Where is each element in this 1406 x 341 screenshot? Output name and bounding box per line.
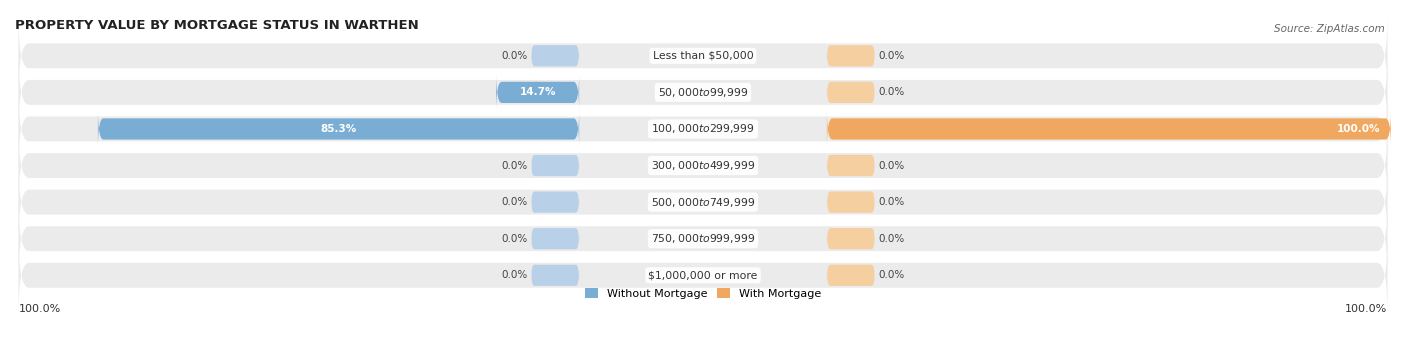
Text: Source: ZipAtlas.com: Source: ZipAtlas.com (1274, 24, 1385, 34)
Text: $300,000 to $499,999: $300,000 to $499,999 (651, 159, 755, 172)
FancyBboxPatch shape (531, 155, 579, 176)
FancyBboxPatch shape (827, 110, 1391, 148)
FancyBboxPatch shape (18, 160, 1388, 244)
Text: 0.0%: 0.0% (879, 51, 904, 61)
Text: 0.0%: 0.0% (502, 234, 527, 244)
Text: $1,000,000 or more: $1,000,000 or more (648, 270, 758, 280)
FancyBboxPatch shape (98, 110, 579, 148)
FancyBboxPatch shape (827, 265, 875, 286)
Text: 100.0%: 100.0% (18, 304, 60, 314)
FancyBboxPatch shape (827, 192, 875, 213)
Text: 0.0%: 0.0% (879, 197, 904, 207)
Text: 0.0%: 0.0% (879, 87, 904, 98)
Text: 0.0%: 0.0% (502, 270, 527, 280)
Text: 0.0%: 0.0% (502, 51, 527, 61)
Text: $100,000 to $299,999: $100,000 to $299,999 (651, 122, 755, 135)
FancyBboxPatch shape (18, 50, 1388, 135)
Text: $500,000 to $749,999: $500,000 to $749,999 (651, 196, 755, 209)
Text: 100.0%: 100.0% (1337, 124, 1381, 134)
FancyBboxPatch shape (827, 45, 875, 66)
FancyBboxPatch shape (18, 123, 1388, 208)
Text: $750,000 to $999,999: $750,000 to $999,999 (651, 232, 755, 245)
FancyBboxPatch shape (827, 228, 875, 249)
Text: 0.0%: 0.0% (879, 234, 904, 244)
FancyBboxPatch shape (531, 192, 579, 213)
Text: 0.0%: 0.0% (502, 161, 527, 170)
FancyBboxPatch shape (18, 233, 1388, 318)
FancyBboxPatch shape (496, 74, 579, 111)
FancyBboxPatch shape (18, 87, 1388, 172)
Text: 0.0%: 0.0% (879, 161, 904, 170)
Text: 100.0%: 100.0% (1346, 304, 1388, 314)
Text: $50,000 to $99,999: $50,000 to $99,999 (658, 86, 748, 99)
FancyBboxPatch shape (827, 155, 875, 176)
Text: Less than $50,000: Less than $50,000 (652, 51, 754, 61)
Legend: Without Mortgage, With Mortgage: Without Mortgage, With Mortgage (581, 284, 825, 303)
Text: PROPERTY VALUE BY MORTGAGE STATUS IN WARTHEN: PROPERTY VALUE BY MORTGAGE STATUS IN WAR… (15, 19, 419, 32)
Text: 85.3%: 85.3% (321, 124, 357, 134)
FancyBboxPatch shape (18, 13, 1388, 98)
FancyBboxPatch shape (531, 265, 579, 286)
Text: 0.0%: 0.0% (502, 197, 527, 207)
FancyBboxPatch shape (18, 196, 1388, 281)
Text: 0.0%: 0.0% (879, 270, 904, 280)
FancyBboxPatch shape (827, 82, 875, 103)
Text: 14.7%: 14.7% (519, 87, 555, 98)
FancyBboxPatch shape (531, 45, 579, 66)
FancyBboxPatch shape (531, 228, 579, 249)
